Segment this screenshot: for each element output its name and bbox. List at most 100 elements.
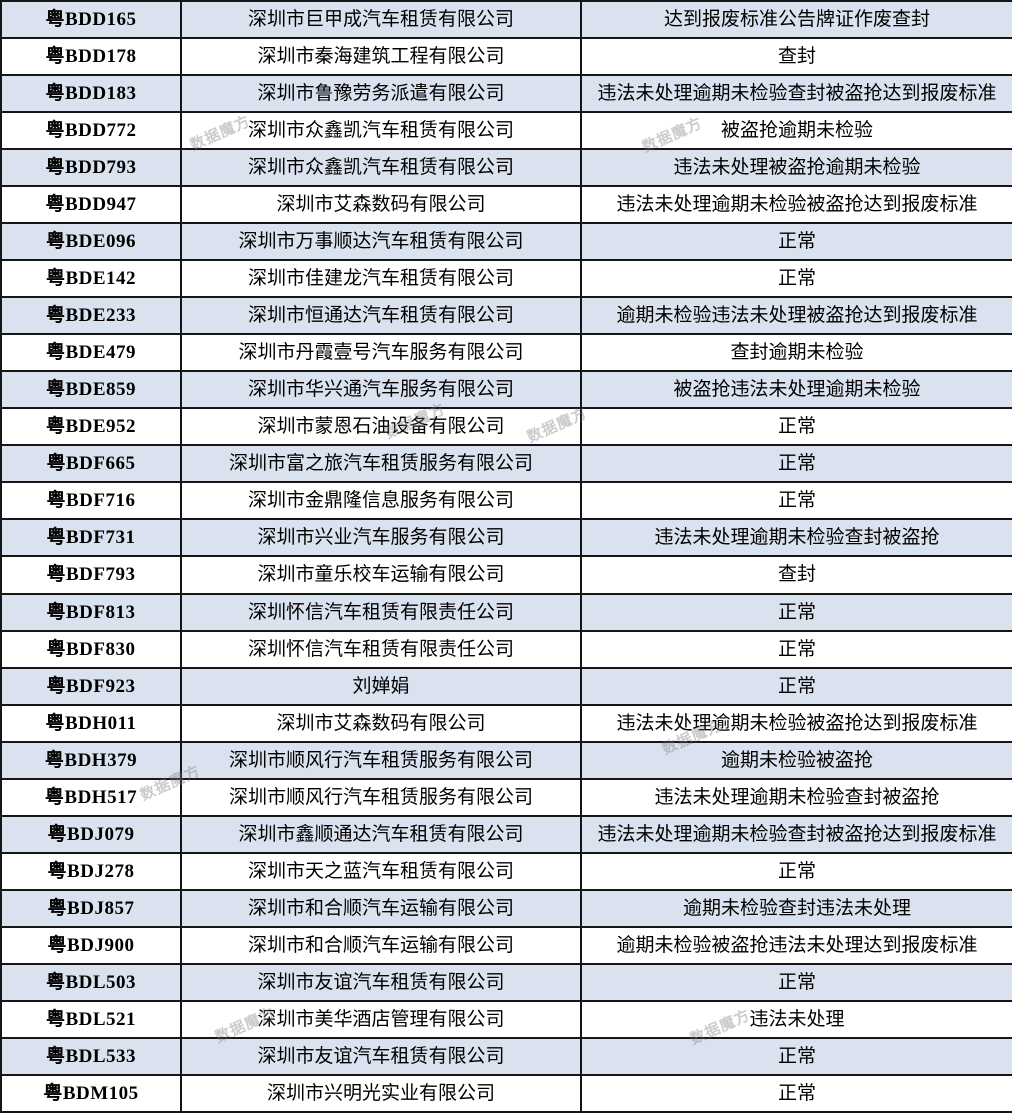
table-row: 粤BDJ857 深圳市和合顺汽车运输有限公司 逾期未检验查封违法未处理 (0, 888, 1012, 928)
plate-cell: 粤BDD165 (0, 0, 182, 40)
status-cell: 正常 (580, 629, 1012, 669)
company-cell: 深圳市顺风行汽车租赁服务有限公司 (180, 740, 582, 780)
status-cell: 违法未处理逾期未检验查封被盗抢 (580, 518, 1012, 558)
plate-cell: 粤BDD947 (0, 185, 182, 225)
company-cell: 深圳市巨甲成汽车租赁有限公司 (180, 0, 582, 40)
plate-cell: 粤BDL533 (0, 1036, 182, 1076)
plate-cell: 粤BDJ857 (0, 888, 182, 928)
company-cell: 深圳市顺风行汽车租赁服务有限公司 (180, 777, 582, 817)
table-row: 粤BDD183 深圳市鲁豫劳务派遣有限公司 违法未处理逾期未检验查封被盗抢达到报废标… (0, 74, 1012, 114)
plate-cell: 粤BDD772 (0, 111, 182, 151)
plate-cell: 粤BDE096 (0, 222, 182, 262)
status-cell: 被盗抢逾期未检验 (580, 111, 1012, 151)
table-row: 粤BDF665 深圳市富之旅汽车租赁服务有限公司 正常 (0, 444, 1012, 484)
table-row: 粤BDE479 深圳市丹霞壹号汽车服务有限公司 查封逾期未检验 (0, 333, 1012, 373)
plate-cell: 粤BDJ900 (0, 925, 182, 965)
table-row: 粤BDE233 深圳市恒通达汽车租赁有限公司 逾期未检验违法未处理被盗抢达到报废标准 (0, 296, 1012, 336)
status-cell: 逾期未检验违法未处理被盗抢达到报废标准 (580, 296, 1012, 336)
status-cell: 正常 (580, 481, 1012, 521)
company-cell: 深圳怀信汽车租赁有限责任公司 (180, 629, 582, 669)
table-row: 粤BDJ278 深圳市天之蓝汽车租赁有限公司 正常 (0, 851, 1012, 891)
plate-cell: 粤BDJ079 (0, 814, 182, 854)
company-cell: 深圳市蒙恩石油设备有限公司 (180, 407, 582, 447)
table-row: 粤BDE096 深圳市万事顺达汽车租赁有限公司 正常 (0, 222, 1012, 262)
table-row: 粤BDH517 深圳市顺风行汽车租赁服务有限公司 违法未处理逾期未检验查封被盗抢 (0, 777, 1012, 817)
plate-cell: 粤BDF793 (0, 555, 182, 595)
table-row: 粤BDL521 深圳市美华酒店管理有限公司 违法未处理 (0, 999, 1012, 1039)
status-cell: 违法未处理逾期未检验查封被盗抢达到报废标准 (580, 814, 1012, 854)
status-cell: 违法未处理逾期未检验被盗抢达到报废标准 (580, 185, 1012, 225)
table-row: 粤BDF923 刘婵娟 正常 (0, 666, 1012, 706)
status-cell: 查封 (580, 37, 1012, 77)
status-cell: 违法未处理逾期未检验查封被盗抢达到报废标准 (580, 74, 1012, 114)
status-cell: 正常 (580, 259, 1012, 299)
plate-cell: 粤BDH011 (0, 703, 182, 743)
table-row: 粤BDJ079 深圳市鑫顺通达汽车租赁有限公司 违法未处理逾期未检验查封被盗抢达到报… (0, 814, 1012, 854)
status-cell: 正常 (580, 222, 1012, 262)
status-cell: 违法未处理 (580, 999, 1012, 1039)
company-cell: 深圳市和合顺汽车运输有限公司 (180, 925, 582, 965)
company-cell: 深圳市和合顺汽车运输有限公司 (180, 888, 582, 928)
company-cell: 深圳市万事顺达汽车租赁有限公司 (180, 222, 582, 262)
company-cell: 深圳市金鼎隆信息服务有限公司 (180, 481, 582, 521)
company-cell: 深圳市兴业汽车服务有限公司 (180, 518, 582, 558)
company-cell: 深圳市众鑫凯汽车租赁有限公司 (180, 148, 582, 188)
table-row: 粤BDL503 深圳市友谊汽车租赁有限公司 正常 (0, 962, 1012, 1002)
status-cell: 逾期未检验被盗抢违法未处理达到报废标准 (580, 925, 1012, 965)
status-cell: 逾期未检验被盗抢 (580, 740, 1012, 780)
plate-cell: 粤BDE233 (0, 296, 182, 336)
company-cell: 深圳市华兴通汽车服务有限公司 (180, 370, 582, 410)
plate-cell: 粤BDL503 (0, 962, 182, 1002)
company-cell: 深圳市秦海建筑工程有限公司 (180, 37, 582, 77)
table-row: 粤BDE859 深圳市华兴通汽车服务有限公司 被盗抢违法未处理逾期未检验 (0, 370, 1012, 410)
table-row: 粤BDM105 深圳市兴明光实业有限公司 正常 (0, 1073, 1012, 1113)
table-row: 粤BDF813 深圳怀信汽车租赁有限责任公司 正常 (0, 592, 1012, 632)
status-cell: 正常 (580, 444, 1012, 484)
status-cell: 查封 (580, 555, 1012, 595)
status-cell: 正常 (580, 1036, 1012, 1076)
table-row: 粤BDD793 深圳市众鑫凯汽车租赁有限公司 违法未处理被盗抢逾期未检验 (0, 148, 1012, 188)
table-row: 粤BDL533 深圳市友谊汽车租赁有限公司 正常 (0, 1036, 1012, 1076)
company-cell: 深圳市艾森数码有限公司 (180, 703, 582, 743)
table-row: 粤BDF793 深圳市童乐校车运输有限公司 查封 (0, 555, 1012, 595)
table-row: 粤BDE952 深圳市蒙恩石油设备有限公司 正常 (0, 407, 1012, 447)
company-cell: 深圳市恒通达汽车租赁有限公司 (180, 296, 582, 336)
table-row: 粤BDD947 深圳市艾森数码有限公司 违法未处理逾期未检验被盗抢达到报废标准 (0, 185, 1012, 225)
status-cell: 查封逾期未检验 (580, 333, 1012, 373)
plate-cell: 粤BDD793 (0, 148, 182, 188)
status-cell: 被盗抢违法未处理逾期未检验 (580, 370, 1012, 410)
plate-cell: 粤BDF716 (0, 481, 182, 521)
table-row: 粤BDH011 深圳市艾森数码有限公司 违法未处理逾期未检验被盗抢达到报废标准 (0, 703, 1012, 743)
status-cell: 正常 (580, 666, 1012, 706)
company-cell: 深圳怀信汽车租赁有限责任公司 (180, 592, 582, 632)
plate-cell: 粤BDE142 (0, 259, 182, 299)
table-row: 粤BDF731 深圳市兴业汽车服务有限公司 违法未处理逾期未检验查封被盗抢 (0, 518, 1012, 558)
status-cell: 违法未处理逾期未检验查封被盗抢 (580, 777, 1012, 817)
table-row: 粤BDD772 深圳市众鑫凯汽车租赁有限公司 被盗抢逾期未检验 (0, 111, 1012, 151)
company-cell: 深圳市丹霞壹号汽车服务有限公司 (180, 333, 582, 373)
plate-cell: 粤BDH517 (0, 777, 182, 817)
status-cell: 达到报废标准公告牌证作废查封 (580, 0, 1012, 40)
plate-cell: 粤BDH379 (0, 740, 182, 780)
status-cell: 正常 (580, 407, 1012, 447)
table-row: 粤BDD178 深圳市秦海建筑工程有限公司 查封 (0, 37, 1012, 77)
company-cell: 深圳市美华酒店管理有限公司 (180, 999, 582, 1039)
status-cell: 逾期未检验查封违法未处理 (580, 888, 1012, 928)
table-row: 粤BDF830 深圳怀信汽车租赁有限责任公司 正常 (0, 629, 1012, 669)
company-cell: 深圳市友谊汽车租赁有限公司 (180, 1036, 582, 1076)
table-row: 粤BDD165 深圳市巨甲成汽车租赁有限公司 达到报废标准公告牌证作废查封 (0, 0, 1012, 40)
company-cell: 深圳市友谊汽车租赁有限公司 (180, 962, 582, 1002)
table-row: 粤BDE142 深圳市佳建龙汽车租赁有限公司 正常 (0, 259, 1012, 299)
table-row: 粤BDJ900 深圳市和合顺汽车运输有限公司 逾期未检验被盗抢违法未处理达到报废标准 (0, 925, 1012, 965)
plate-cell: 粤BDE952 (0, 407, 182, 447)
status-cell: 正常 (580, 1073, 1012, 1113)
status-cell: 正常 (580, 592, 1012, 632)
plate-cell: 粤BDL521 (0, 999, 182, 1039)
company-cell: 深圳市兴明光实业有限公司 (180, 1073, 582, 1113)
status-cell: 正常 (580, 851, 1012, 891)
status-cell: 违法未处理被盗抢逾期未检验 (580, 148, 1012, 188)
status-cell: 正常 (580, 962, 1012, 1002)
company-cell: 深圳市鲁豫劳务派遣有限公司 (180, 74, 582, 114)
plate-cell: 粤BDF731 (0, 518, 182, 558)
